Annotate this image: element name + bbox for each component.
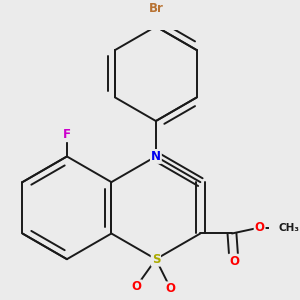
Text: O: O [229,255,239,268]
Text: N: N [151,150,161,163]
Text: CH₃: CH₃ [279,223,300,232]
Text: Br: Br [148,2,163,15]
Text: O: O [131,280,141,293]
Text: O: O [255,221,265,234]
Text: S: S [152,253,160,266]
Text: O: O [166,282,176,295]
Text: F: F [63,128,71,141]
